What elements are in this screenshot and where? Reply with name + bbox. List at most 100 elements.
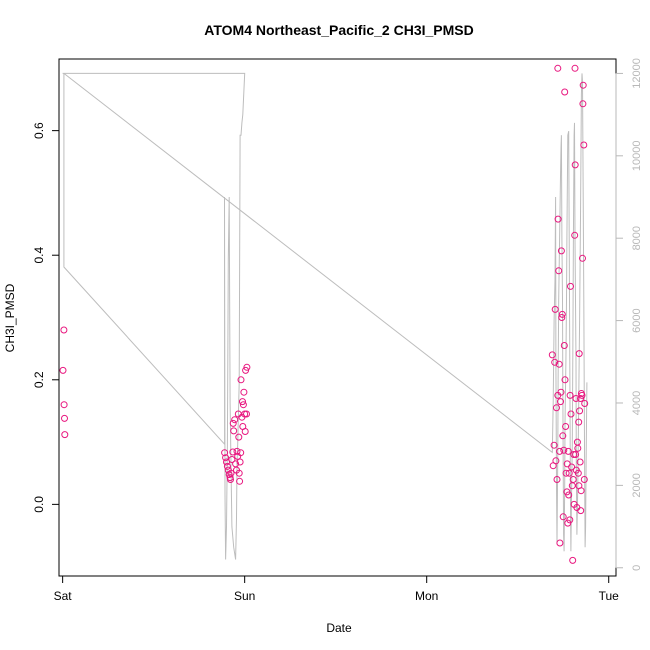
data-point [565, 469, 573, 477]
y-tick-label: 0.4 [32, 247, 46, 264]
right-y-axis: 0 2000 4000 6000 8000 10000 12000 [615, 58, 643, 571]
data-point [580, 141, 588, 149]
data-point [573, 438, 581, 446]
data-point [235, 433, 243, 441]
data-point [554, 64, 562, 72]
data-point [577, 507, 585, 515]
data-point [554, 215, 562, 223]
data-point [557, 398, 564, 406]
data-point [580, 476, 588, 483]
x-axis-label: Date [326, 621, 352, 635]
data-point [221, 449, 229, 457]
chart-title: ATOM4 Northeast_Pacific_2 CH3I_PMSD [204, 22, 473, 38]
data-point [60, 401, 68, 409]
data-point [552, 457, 560, 465]
data-point [571, 161, 579, 169]
data-point [562, 469, 570, 477]
data-point [240, 388, 248, 396]
data-point [577, 487, 585, 495]
data-point [228, 456, 236, 463]
data-point [574, 444, 582, 452]
data-point [568, 463, 576, 471]
data-point [560, 446, 568, 454]
data-point [239, 401, 247, 409]
data-point [572, 451, 580, 458]
right-y-tick-label: 10000 [631, 141, 643, 172]
data-point [561, 376, 569, 384]
data-point [558, 310, 566, 318]
data-point [555, 360, 563, 368]
data-point [239, 398, 246, 406]
data-point [61, 414, 68, 422]
data-point [579, 254, 586, 262]
data-point [557, 388, 565, 396]
plot-frame [58, 58, 617, 577]
data-point [566, 516, 574, 524]
data-point [567, 282, 574, 290]
data-point [61, 431, 69, 439]
y-tick-label: 0.0 [32, 496, 46, 513]
data-point [575, 350, 583, 358]
data-point [562, 423, 570, 430]
data-point [551, 358, 559, 366]
data-point [577, 395, 584, 402]
right-y-tick-label: 4000 [631, 391, 643, 415]
data-point [575, 418, 583, 426]
right-y-tick-label: 12000 [631, 58, 643, 89]
data-point [572, 395, 580, 402]
points-layer [59, 64, 589, 564]
data-point [571, 64, 579, 72]
data-point [243, 363, 251, 371]
data-point [553, 404, 560, 412]
data-point [230, 427, 238, 435]
right-y-tick-label: 6000 [631, 308, 643, 332]
data-point [574, 469, 582, 477]
data-point [550, 441, 558, 449]
data-point [557, 247, 565, 255]
data-point [571, 231, 579, 239]
data-point [236, 458, 244, 466]
data-point [548, 351, 556, 359]
data-point [569, 476, 577, 483]
data-point [59, 366, 67, 374]
data-point [560, 342, 568, 349]
data-point [243, 410, 250, 418]
data-point [241, 428, 249, 435]
data-point [561, 88, 569, 96]
data-point [223, 462, 231, 470]
data-point [225, 471, 233, 478]
data-point [235, 469, 243, 477]
data-point [581, 400, 589, 407]
data-point [566, 391, 574, 399]
data-point [229, 448, 237, 456]
altitude-line [62, 72, 588, 560]
y-tick-label: 0.6 [32, 122, 46, 139]
data-point [553, 476, 561, 483]
x-tick-label: Tue [599, 589, 620, 603]
data-point [237, 449, 245, 457]
data-point [242, 366, 250, 374]
y-tick-label: 0.2 [32, 371, 46, 388]
x-tick-label: Mon [415, 589, 438, 603]
right-y-tick-label: 8000 [631, 226, 643, 250]
data-point [559, 513, 567, 521]
data-point [551, 305, 559, 313]
data-point [558, 314, 566, 321]
y-axis: 0.0 0.2 0.4 0.6 [32, 122, 60, 513]
right-y-tick-label: 0 [631, 565, 643, 571]
data-point [222, 454, 230, 462]
data-point [227, 469, 235, 477]
data-point [556, 447, 564, 455]
data-point [229, 419, 237, 427]
data-point [579, 100, 587, 108]
y-axis-label: CH3I_PMSD [3, 283, 17, 352]
altitude-layer [62, 72, 588, 560]
data-point [579, 81, 587, 89]
data-point [576, 407, 584, 415]
data-point [576, 458, 584, 466]
data-point [60, 326, 68, 334]
x-axis: Sat Sun Mon Tue [54, 575, 620, 603]
data-point [567, 410, 575, 418]
data-point [237, 376, 245, 384]
data-point [569, 556, 577, 564]
